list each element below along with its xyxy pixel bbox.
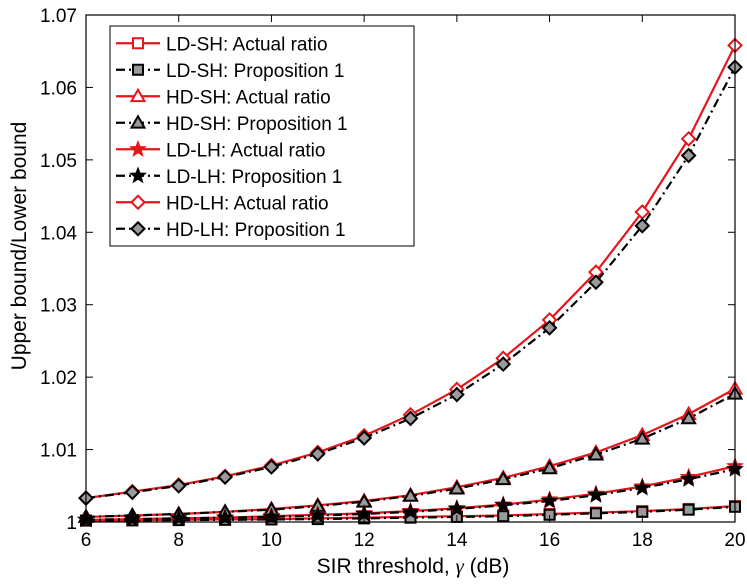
data-point — [494, 495, 513, 513]
legend-label: HD-SH: Proposition 1 — [166, 114, 348, 135]
data-point — [682, 503, 695, 516]
axes: 6 8 10 12 14 16 18 20 1 1.01 1.02 1.03 1.04 1.05 1.06 1… — [40, 6, 746, 551]
y-tick-label: 1 — [66, 513, 77, 534]
x-axis-label-unit: (dB) — [464, 555, 510, 578]
data-point — [402, 487, 419, 502]
data-point — [634, 217, 651, 234]
data-point — [589, 507, 602, 520]
series-8 — [78, 59, 743, 507]
data-point — [588, 274, 604, 291]
data-point — [447, 499, 466, 517]
data-point — [129, 114, 147, 129]
legend: LD-SH: Actual ratio LD-SH: Proposition 1 H… — [109, 25, 415, 247]
axes-box — [85, 14, 736, 523]
y-axis-label: Upper bound/Lower bound — [8, 122, 31, 371]
data-point — [495, 356, 512, 373]
x-axis-label-text: SIR threshold, — [317, 555, 456, 578]
data-point — [401, 502, 420, 520]
y-tick-label: 1.03 — [40, 296, 77, 317]
data-point — [130, 220, 146, 237]
data-point — [129, 166, 147, 184]
data-point — [494, 470, 512, 486]
x-tick-label: 20 — [724, 530, 745, 551]
data-point — [129, 139, 147, 157]
legend-item: LD-LH: Proposition 1 — [116, 166, 342, 188]
data-point — [679, 469, 698, 487]
data-point — [540, 491, 559, 509]
x-tick-label: 16 — [539, 530, 560, 551]
data-point — [132, 63, 144, 76]
x-tick-label: 8 — [173, 530, 184, 551]
series-line — [85, 66, 736, 500]
data-point — [497, 510, 510, 523]
legend-label: LD-SH: Actual ratio — [166, 34, 328, 55]
legend-box — [109, 25, 415, 247]
data-point — [402, 410, 419, 427]
legend-label: LD-LH: Proposition 1 — [166, 167, 342, 188]
data-point — [129, 87, 147, 103]
legend-item: HD-SH: Actual ratio — [116, 87, 331, 108]
x-tick-label: 6 — [81, 530, 92, 551]
data-point — [132, 37, 144, 50]
data-point — [680, 409, 697, 425]
data-point — [634, 430, 651, 445]
legend-item: LD-SH: Proposition 1 — [116, 61, 344, 82]
data-point — [356, 430, 373, 446]
legend-item: LD-LH: Actual ratio — [116, 139, 325, 161]
legend-label: HD-SH: Actual ratio — [166, 87, 331, 108]
legend-label: LD-LH: Actual ratio — [166, 140, 325, 161]
y-tick-label: 1.04 — [40, 223, 77, 244]
data-point — [541, 459, 558, 475]
data-point — [263, 459, 280, 475]
data-point — [541, 319, 558, 336]
y-tick-label: 1.06 — [40, 78, 77, 99]
legend-label: LD-SH: Proposition 1 — [166, 61, 344, 82]
data-point — [216, 508, 235, 526]
data-point — [217, 469, 233, 486]
legend-label: HD-LH: Proposition 1 — [166, 220, 346, 241]
x-tick-label: 18 — [632, 530, 653, 551]
data-point — [448, 480, 466, 495]
data-point — [586, 485, 605, 503]
data-point — [309, 446, 326, 462]
data-point — [308, 506, 327, 524]
data-point — [448, 386, 465, 403]
x-tick-label: 10 — [261, 530, 282, 551]
legend-item: LD-SH: Actual ratio — [116, 34, 328, 55]
x-axis-label: SIR threshold, γ (dB) — [317, 554, 510, 578]
data-point — [680, 130, 697, 147]
x-axis-label-symbol: γ — [456, 554, 465, 578]
data-point — [633, 478, 652, 496]
y-tick-label: 1.01 — [40, 441, 77, 462]
y-tick-label: 1.05 — [40, 151, 77, 172]
data-point — [124, 484, 141, 501]
x-tick-label: 14 — [446, 530, 468, 551]
legend-label: HD-LH: Actual ratio — [166, 193, 329, 214]
y-tick-label: 1.07 — [40, 6, 77, 27]
legend-item: HD-LH: Proposition 1 — [116, 220, 346, 241]
data-point — [170, 477, 187, 494]
legend-item: HD-SH: Proposition 1 — [116, 114, 348, 135]
data-point — [680, 147, 697, 164]
legend-item: HD-LH: Actual ratio — [116, 193, 329, 214]
x-tick-label: 12 — [354, 530, 375, 551]
data-point — [587, 446, 605, 461]
data-point — [130, 194, 146, 211]
y-tick-label: 1.02 — [40, 368, 77, 389]
